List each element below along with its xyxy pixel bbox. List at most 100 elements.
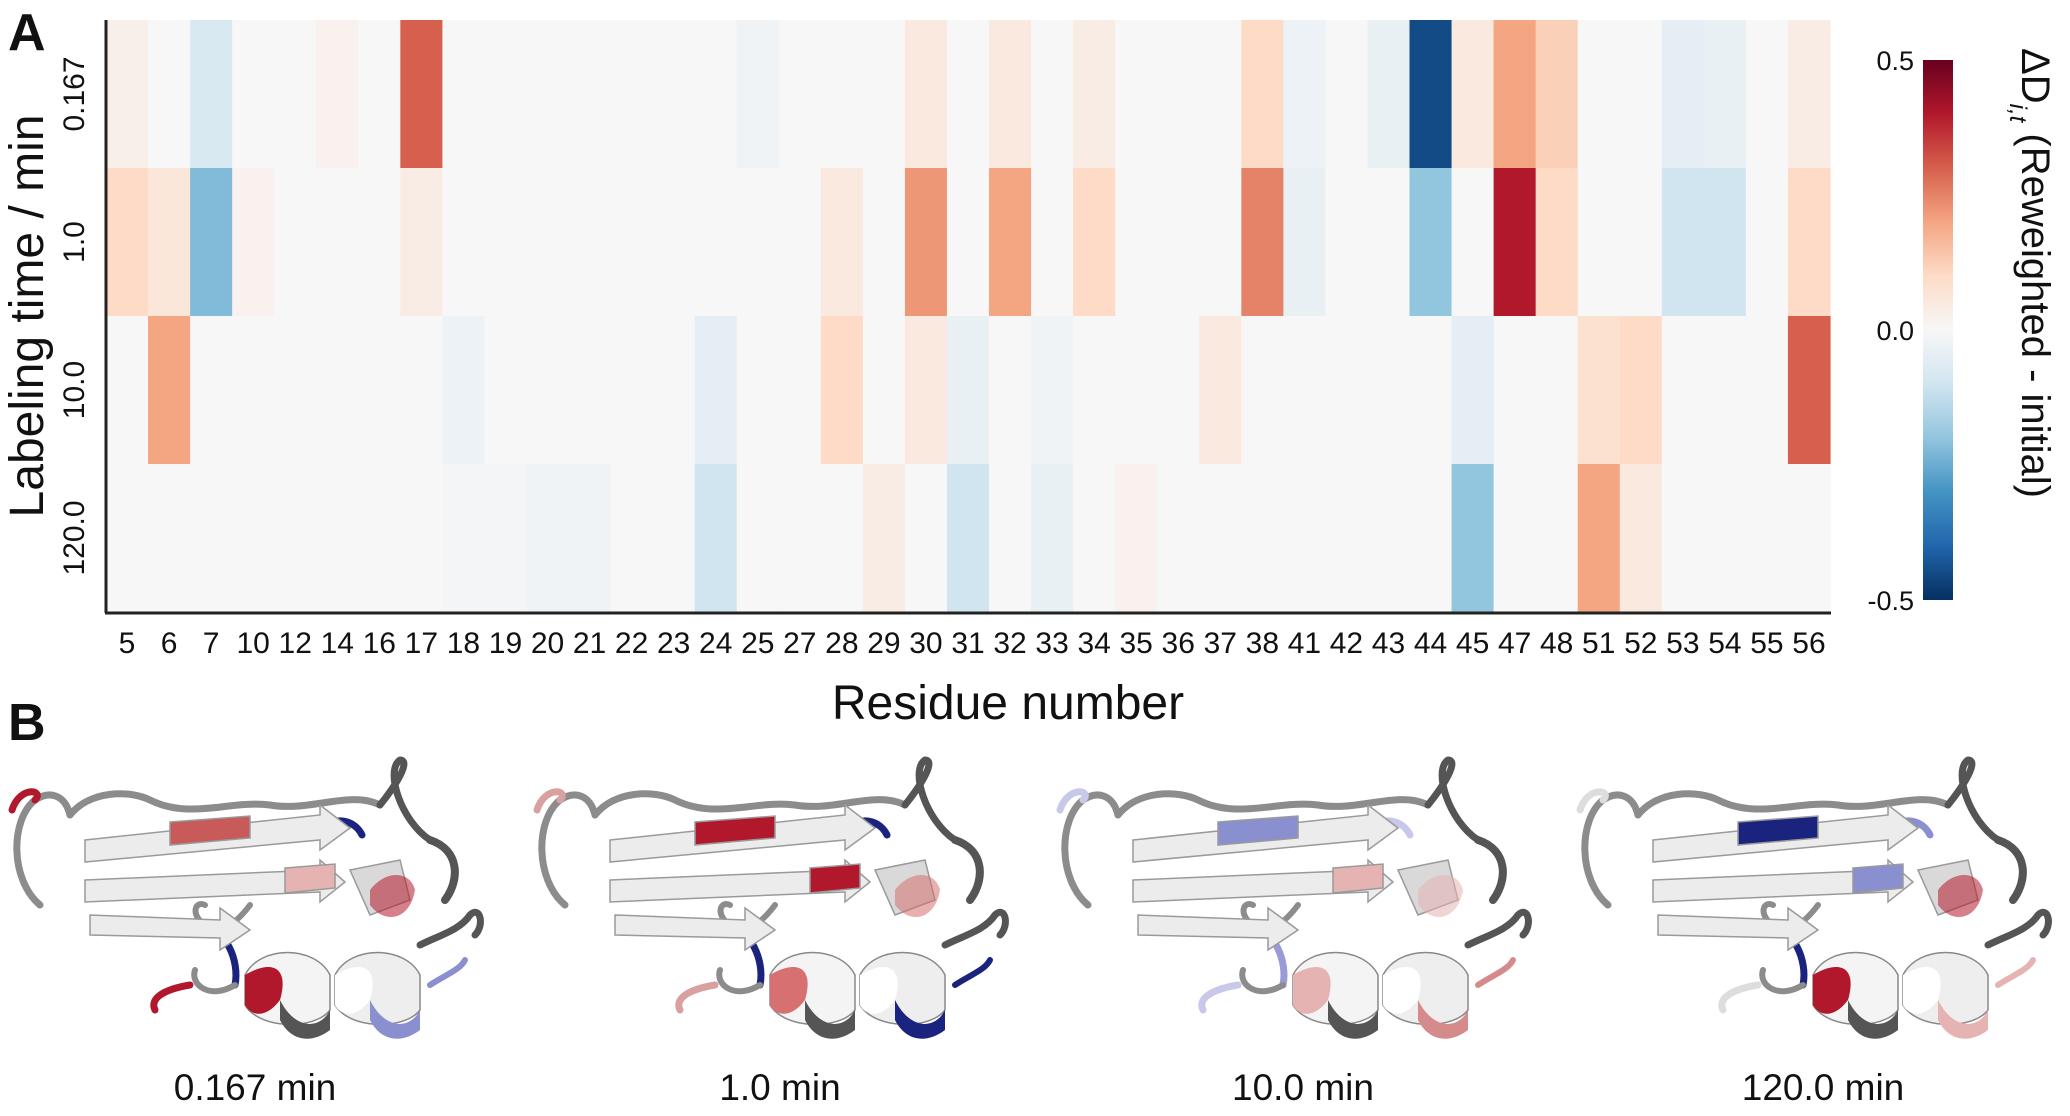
y-axis-title: Labeling time / min [1,115,54,518]
x-tick-label: 28 [825,627,858,660]
heatmap-cell [442,168,486,317]
heatmap-cell [946,168,990,317]
heatmap-cell [400,168,443,317]
x-tick-label: 51 [1582,627,1615,660]
y-tick-label: 120.0 [58,500,91,575]
structure-caption: 0.167 min [174,1067,337,1108]
heatmap-cell [904,464,948,613]
heatmap-cell [1115,464,1158,613]
x-tick-label: 56 [1792,627,1825,660]
x-axis-title: Residue number [832,677,1184,730]
heatmap-cell [904,316,948,465]
heatmap-cell [820,20,864,169]
x-tick-label: 42 [1330,627,1363,660]
x-tick-label: 5 [119,627,136,660]
heatmap-cell [989,168,1032,317]
heatmap-cell [190,464,233,613]
heatmap-cell [1745,168,1789,317]
structure-panels: 0.167 min 1.0 min 10.0 min 120.0 min [8,756,2052,1108]
heatmap-cell [232,168,275,317]
x-tick-label: 25 [741,627,774,660]
heatmap-cell [568,20,612,169]
heatmap-cell [148,464,191,613]
heatmap-cell [1157,20,1200,169]
colorbar-tick-label: -0.5 [1867,586,1914,616]
x-tick-label: 22 [615,627,648,660]
heatmap-cell [400,316,443,465]
heatmap-cell [148,316,191,465]
heatmap-cell [106,464,149,613]
heatmap-cell [1451,168,1495,317]
heatmap-cell [358,168,401,317]
colorbar-tick-label: 0.5 [1876,46,1914,76]
x-tick-label: 18 [447,627,480,660]
heatmap-cell [568,464,612,613]
heatmap-cell [736,168,780,317]
heatmap-cell [484,168,528,317]
heatmap-cell [652,464,696,613]
heatmap-cell [778,316,822,465]
heatmap-cell [1493,168,1537,317]
heatmap-cell [316,168,359,317]
heatmap-cell [1073,20,1116,169]
heatmap-cell [1577,20,1621,169]
heatmap-cell [1325,464,1369,613]
panel-label-a: A [8,4,46,62]
x-tick-label: 6 [161,627,178,660]
heatmap-cell [1199,20,1242,169]
heatmap-cell [610,464,654,613]
x-tick-labels: 5 6 7 10 12 14 16 17 18 19 20 21 22 23 24 25 27 28 29 30 31 3… [119,627,1826,660]
heatmap-cell [106,20,149,169]
x-tick-label: 55 [1750,627,1783,660]
structure-caption: 1.0 min [719,1067,840,1108]
heatmap-cell [694,20,738,169]
heatmap-cell [1031,316,1074,465]
heatmap-cell [1325,168,1369,317]
heatmap-cell [316,464,359,613]
heatmap-cell [1367,316,1411,465]
x-tick-label: 43 [1372,627,1405,660]
x-tick-label: 24 [699,627,732,660]
heatmap-cell [1661,20,1705,169]
heatmap-cell [484,20,528,169]
heatmap-cell [946,316,990,465]
heatmap-cell [526,168,570,317]
heatmap-cell [904,20,948,169]
x-tick-label: 34 [1077,627,1110,660]
heatmap-cell [442,464,486,613]
heatmap-cell [610,168,654,317]
heatmap-cell [316,20,359,169]
heatmap-cell [1493,316,1537,465]
heatmap-cell [274,20,317,169]
heatmap-cell [1073,168,1116,317]
heatmap-cell [1115,168,1158,317]
x-tick-label: 29 [867,627,900,660]
heatmap-cell [1199,316,1242,465]
x-tick-label: 38 [1246,627,1279,660]
heatmap-cell [1787,316,1831,465]
heatmap-cell [862,20,906,169]
x-tick-label: 16 [363,627,396,660]
heatmap-cell [694,464,738,613]
heatmap-cell [694,168,738,317]
heatmap-cell [484,316,528,465]
heatmap-cell [1703,464,1747,613]
x-tick-label: 52 [1624,627,1657,660]
heatmap-cell [400,20,443,169]
heatmap-cell [1031,168,1074,317]
heatmap-cell [400,464,443,613]
heatmap-cell [190,168,233,317]
heatmap-cell [1451,316,1495,465]
heatmap-cell [736,316,780,465]
heatmap-cell [442,316,486,465]
heatmap-cell [1367,464,1411,613]
protein-structure: 1.0 min [533,756,1009,1108]
x-tick-label: 45 [1456,627,1489,660]
heatmap-cell [1787,464,1831,613]
heatmap-cell [652,20,696,169]
x-tick-label: 23 [657,627,690,660]
colorbar-title: ΔDi,t (Reweighted - initial) [2004,48,2057,498]
heatmap-cell [778,464,822,613]
heatmap-cell [1661,464,1705,613]
